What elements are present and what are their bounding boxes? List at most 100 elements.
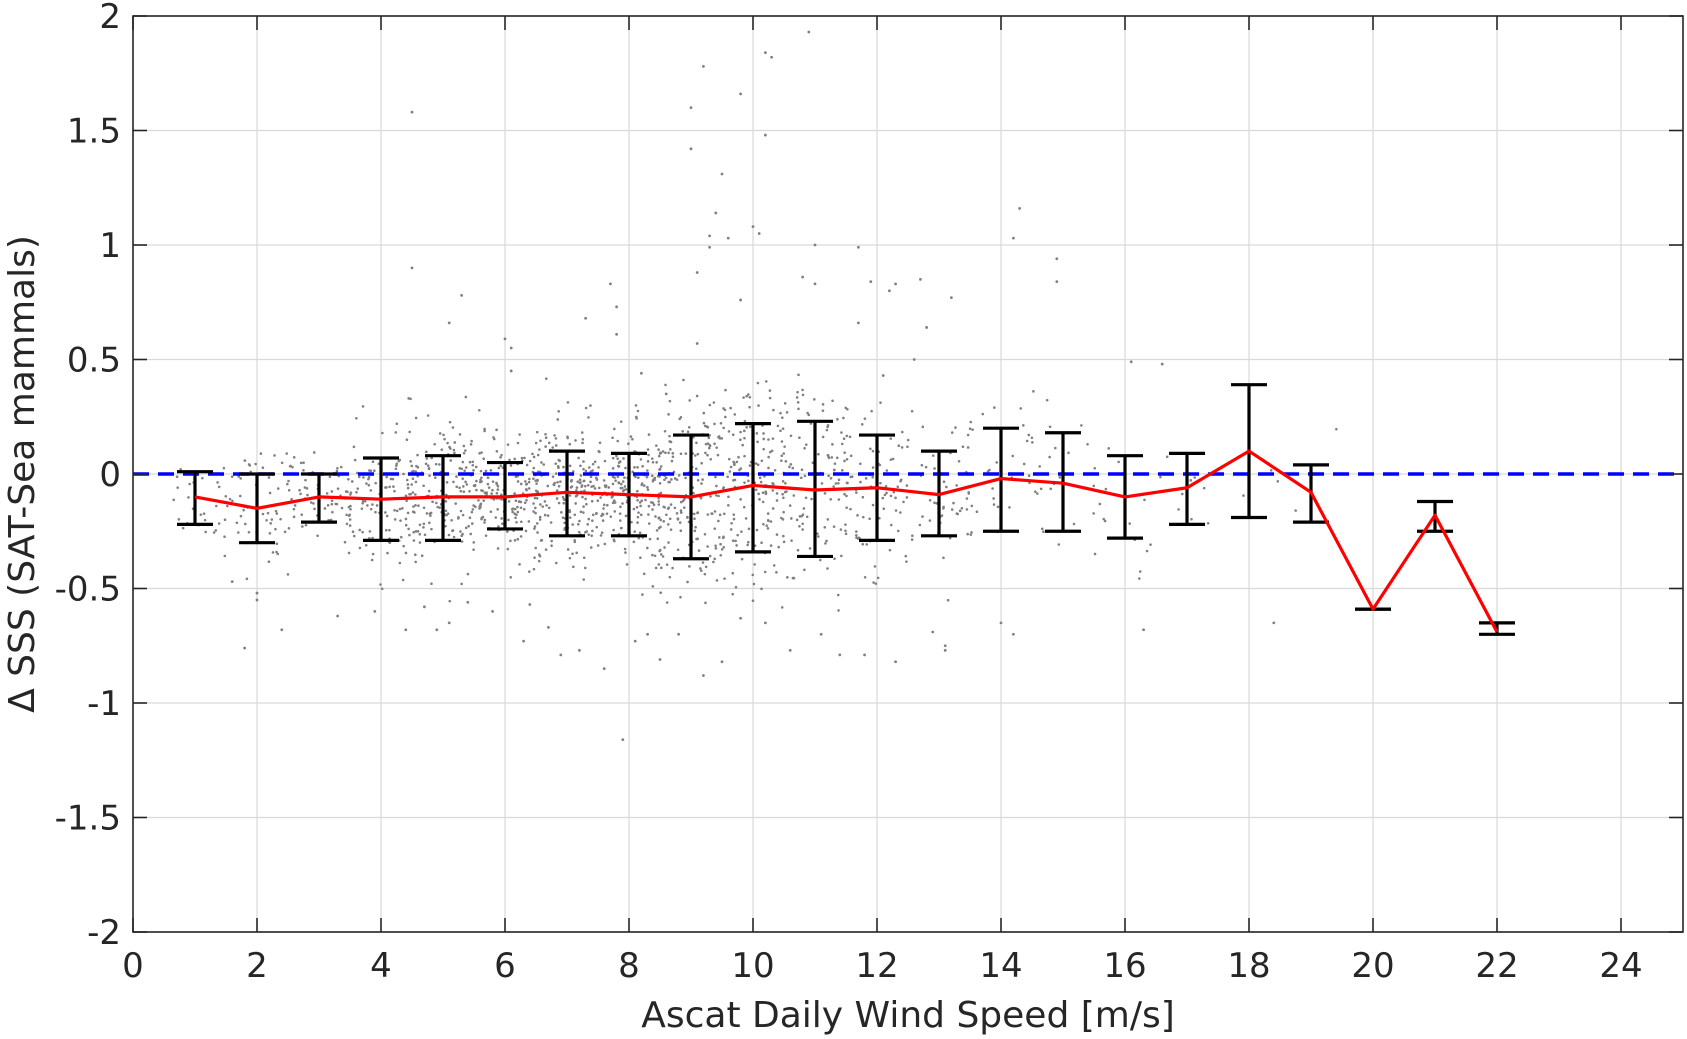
scatter-point	[506, 530, 509, 533]
scatter-point	[855, 533, 858, 537]
scatter-point	[659, 591, 663, 595]
scatter-point	[775, 499, 779, 502]
scatter-point	[714, 494, 718, 497]
scatter-point	[374, 481, 377, 485]
scatter-point	[658, 658, 662, 661]
scatter-point	[665, 563, 669, 566]
scatter-point	[460, 467, 464, 471]
scatter-point	[651, 553, 654, 557]
scatter-point	[612, 538, 616, 541]
scatter-point	[633, 530, 636, 533]
scatter-point	[576, 480, 580, 484]
scatter-point	[426, 414, 430, 417]
scatter-point	[871, 503, 875, 507]
scatter-point	[1242, 494, 1245, 497]
y-tick-label: 1	[99, 226, 121, 266]
scatter-point	[712, 560, 715, 564]
scatter-point	[276, 552, 280, 556]
scatter-point	[543, 513, 547, 517]
scatter-point	[654, 566, 658, 570]
scatter-point	[1008, 506, 1011, 509]
scatter-point	[541, 505, 545, 508]
scatter-point	[255, 598, 259, 602]
scatter-point	[640, 483, 644, 487]
scatter-point	[813, 243, 817, 247]
y-tick-label: 2	[99, 0, 121, 37]
scatter-point	[993, 406, 996, 409]
scatter-point	[429, 511, 433, 515]
scatter-point	[302, 469, 305, 472]
scatter-point	[855, 530, 858, 533]
scatter-point	[305, 487, 309, 490]
scatter-point	[726, 475, 729, 479]
scatter-point	[870, 409, 873, 413]
scatter-point	[371, 503, 374, 506]
scatter-point	[532, 567, 536, 571]
scatter-point	[701, 561, 705, 564]
scatter-point	[894, 496, 897, 500]
scatter-point	[1269, 469, 1273, 472]
scatter-point	[509, 575, 513, 579]
scatter-point	[513, 492, 516, 495]
scatter-point	[522, 507, 526, 511]
scatter-point	[222, 466, 226, 470]
scatter-point	[784, 482, 787, 485]
scatter-point	[591, 513, 595, 517]
scatter-point	[306, 493, 309, 497]
scatter-point	[803, 446, 806, 450]
scatter-point	[454, 502, 457, 505]
scatter-point	[409, 397, 412, 401]
scatter-point	[921, 425, 925, 429]
scatter-point	[739, 498, 742, 501]
scatter-point	[519, 535, 523, 538]
scatter-point	[679, 452, 683, 456]
scatter-point	[611, 482, 615, 486]
scatter-point	[727, 430, 731, 433]
scatter-point	[402, 544, 405, 548]
x-tick-label: 14	[979, 946, 1022, 986]
scatter-point	[837, 478, 841, 482]
scatter-point	[863, 417, 867, 420]
scatter-point	[942, 480, 946, 483]
scatter-point	[855, 491, 858, 494]
scatter-point	[571, 552, 574, 556]
scatter-point	[326, 503, 330, 507]
scatter-point	[204, 530, 207, 534]
scatter-point	[427, 467, 431, 471]
scatter-point	[874, 582, 878, 585]
scatter-point	[542, 463, 546, 466]
scatter-point	[518, 563, 521, 566]
scatter-point	[422, 506, 426, 510]
scatter-point	[764, 51, 767, 55]
scatter-point	[788, 648, 792, 652]
scatter-point	[730, 522, 733, 525]
scatter-point	[1202, 486, 1206, 490]
scatter-point	[819, 632, 823, 636]
scatter-point	[325, 492, 329, 495]
scatter-point	[845, 481, 849, 485]
scatter-point	[583, 566, 587, 570]
scatter-point	[843, 451, 846, 454]
scatter-point	[785, 411, 789, 414]
scatter-point	[540, 538, 544, 542]
scatter-point	[499, 464, 503, 468]
scatter-point	[298, 488, 301, 492]
scatter-point	[779, 411, 782, 415]
scatter-point	[1165, 455, 1169, 459]
scatter-point	[885, 491, 888, 495]
scatter-point	[245, 577, 249, 581]
scatter-point	[823, 525, 827, 529]
scatter-point	[469, 532, 473, 536]
scatter-point	[458, 467, 462, 470]
scatter-point	[760, 459, 764, 463]
scatter-point	[478, 452, 481, 455]
scatter-point	[468, 489, 471, 493]
scatter-point	[826, 423, 830, 427]
scatter-point	[888, 289, 891, 293]
scatter-point	[667, 451, 670, 455]
scatter-point	[562, 498, 566, 502]
scatter-point	[795, 518, 799, 522]
scatter-point	[589, 546, 593, 549]
scatter-point	[574, 502, 577, 505]
scatter-point	[566, 436, 569, 440]
